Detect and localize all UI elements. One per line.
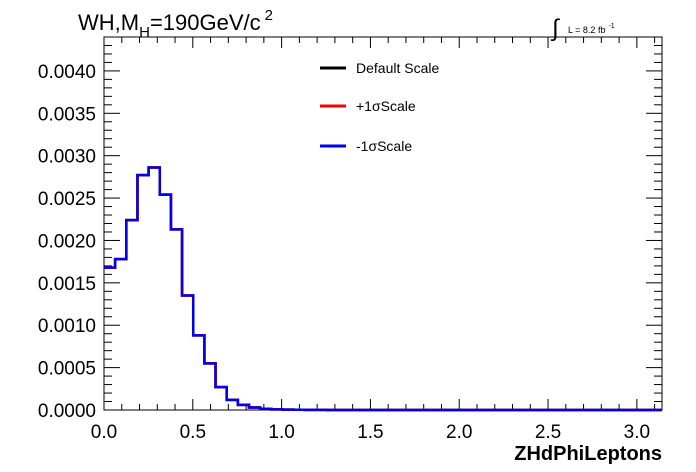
x-tick-label: 1.0: [268, 422, 294, 443]
lumi-text: L = 8.2 fb: [568, 25, 605, 35]
x-tick-label: 0.0: [91, 422, 117, 443]
x-tick-label: 0.5: [180, 422, 206, 443]
x-axis: 0.0 0.5 1.0 1.5 2.0 2.5 3.0: [91, 37, 656, 443]
lumi-integral: ∫: [550, 15, 560, 42]
title-main: WH,M: [78, 10, 139, 35]
series-line-0: [104, 166, 662, 412]
y-tick-label: 0.0040: [38, 62, 96, 83]
title-rest: =190GeV/c: [150, 10, 261, 35]
lumi-label: L = 8.2 fb -1: [568, 23, 615, 35]
series-group: [104, 166, 662, 412]
x-tick-label: 2.0: [446, 422, 472, 443]
x-tick-label: 1.5: [357, 422, 383, 443]
legend-label-2: -1σScale: [356, 138, 412, 154]
title-superscript: 2: [265, 7, 273, 24]
y-tick-label: 0.0015: [38, 274, 96, 295]
y-tick-label: 0.0005: [38, 359, 96, 380]
lumi-superscript: -1: [608, 23, 614, 30]
y-tick-label: 0.0035: [38, 104, 96, 125]
x-tick-label: 2.5: [535, 422, 561, 443]
series-line-1: [104, 166, 662, 412]
legend-label-1: +1σScale: [356, 98, 416, 114]
y-tick-label: 0.0020: [38, 231, 96, 252]
title-subscript: H: [139, 24, 150, 41]
x-tick-label: 3.0: [624, 422, 650, 443]
chart-title: WH,MH=190GeV/c 2: [78, 7, 273, 41]
legend: Default Scale +1σScale -1σScale: [320, 60, 439, 154]
y-tick-label: 0.0010: [38, 316, 96, 337]
y-tick-label: 0.0025: [38, 189, 96, 210]
y-tick-label: 0.0000: [38, 401, 96, 422]
series-line-2: [104, 166, 662, 412]
plot-frame: [103, 36, 663, 411]
y-tick-label: 0.0030: [38, 147, 96, 168]
y-axis: 0.0000 0.0005 0.0010 0.0015 0.0020 0.0025 0.00…: [38, 36, 662, 422]
x-axis-label: ZHdPhiLeptons: [514, 443, 662, 465]
legend-label-0: Default Scale: [356, 60, 439, 76]
